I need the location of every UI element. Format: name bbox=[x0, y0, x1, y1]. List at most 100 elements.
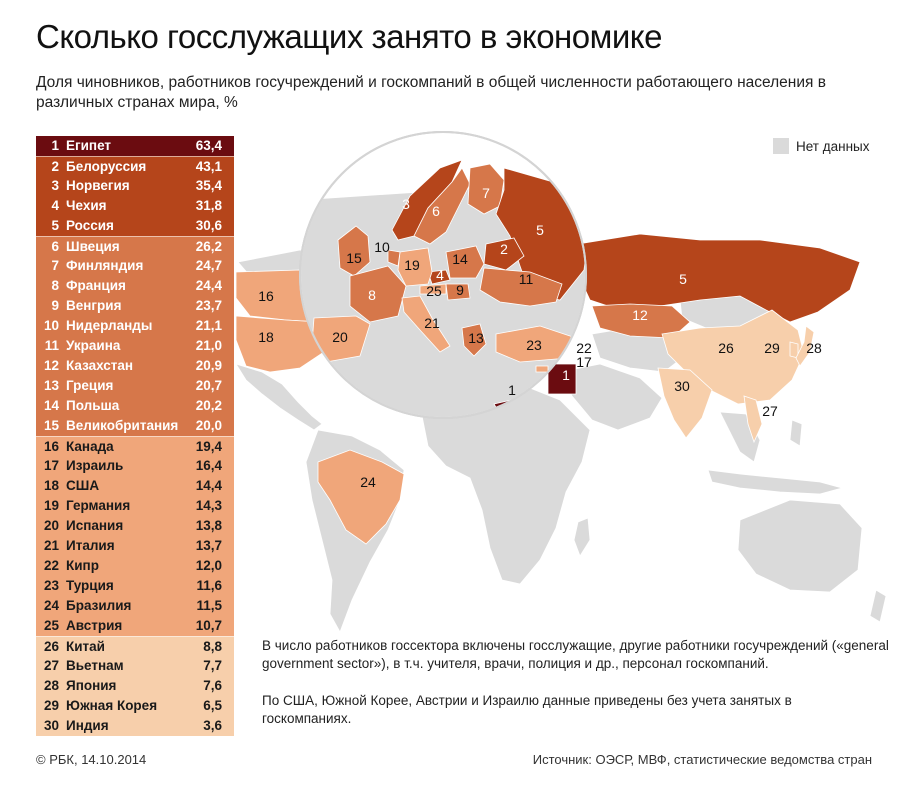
legend-no-data-swatch bbox=[773, 138, 789, 154]
map-rank-label: 3 bbox=[402, 196, 410, 212]
ranking-row: 26 Китай 8,8 bbox=[36, 636, 234, 656]
ranking-value: 21,0 bbox=[195, 338, 222, 353]
map-rank-label: 27 bbox=[762, 403, 778, 419]
ranking-value: 11,5 bbox=[196, 598, 222, 613]
ranking-row: 9 Венгрия 23,7 bbox=[36, 296, 234, 316]
ranking-value: 30,6 bbox=[195, 218, 222, 233]
ranking-rank: 26 bbox=[43, 639, 59, 654]
land-indonesia bbox=[707, 469, 844, 495]
ranking-row: 15 Великобритания 20,0 bbox=[36, 416, 234, 436]
ranking-value: 20,2 bbox=[195, 398, 222, 413]
map-rank-label: 16 bbox=[258, 288, 274, 304]
ranking-rank: 11 bbox=[44, 338, 59, 353]
ranking-row: 28 Япония 7,6 bbox=[36, 676, 234, 696]
europe-magnifier-ring bbox=[299, 131, 587, 419]
ranking-rank: 5 bbox=[51, 218, 59, 233]
ranking-country: Финляндия bbox=[66, 258, 144, 273]
ranking-row: 19 Германия 14,3 bbox=[36, 496, 234, 516]
ranking-value: 20,0 bbox=[195, 418, 222, 433]
ranking-country: Кипр bbox=[66, 558, 99, 573]
ranking-rank: 23 bbox=[43, 578, 59, 593]
ranking-country: Украина bbox=[66, 338, 121, 353]
map-rank-label: 7 bbox=[482, 185, 490, 201]
ranking-row: 2 Белоруссия 43,1 bbox=[36, 156, 234, 176]
ranking-country: Вьетнам bbox=[66, 658, 124, 673]
land-arabia bbox=[559, 363, 663, 431]
ranking-row: 4 Чехия 31,8 bbox=[36, 196, 234, 216]
ranking-row: 6 Швеция 26,2 bbox=[36, 236, 234, 256]
country-austria bbox=[419, 283, 447, 295]
ranking-row: 22 Кипр 12,0 bbox=[36, 556, 234, 576]
country-kazakhstan bbox=[591, 303, 691, 339]
ranking-rank: 16 bbox=[43, 439, 59, 454]
country-germany bbox=[397, 247, 433, 287]
ranking-rank: 7 bbox=[51, 258, 59, 273]
ranking-rank: 12 bbox=[43, 358, 59, 373]
ranking-value: 21,1 bbox=[195, 318, 222, 333]
country-czechia bbox=[427, 269, 451, 285]
ranking-row: 11 Украина 21,0 bbox=[36, 336, 234, 356]
ranking-value: 43,1 bbox=[195, 159, 222, 174]
ranking-country: Швеция bbox=[66, 239, 120, 254]
map-rank-label: 5 bbox=[679, 271, 687, 287]
ranking-rank: 17 bbox=[43, 458, 59, 473]
ranking-value: 20,9 bbox=[195, 358, 222, 373]
ranking-value: 16,4 bbox=[195, 458, 222, 473]
ranking-value: 12,0 bbox=[195, 558, 222, 573]
map-rank-label: 12 bbox=[632, 307, 648, 323]
ranking-rank: 14 bbox=[43, 398, 59, 413]
note-definition: В число работников госсектора включены г… bbox=[262, 638, 889, 671]
map-rank-label: 18 bbox=[258, 329, 274, 345]
ranking-rank: 15 bbox=[43, 418, 59, 433]
ranking-row: 3 Норвегия 35,4 bbox=[36, 176, 234, 196]
ranking-row: 17 Израиль 16,4 bbox=[36, 456, 234, 476]
ranking-row: 25 Австрия 10,7 bbox=[36, 616, 234, 636]
ranking-country: Россия bbox=[66, 218, 114, 233]
map-rank-label: 24 bbox=[360, 474, 376, 490]
chart-title: Сколько госслужащих занято в экономике bbox=[36, 18, 662, 55]
country-poland bbox=[445, 245, 485, 279]
ranking-value: 14,4 bbox=[195, 478, 222, 493]
ranking-country: Испания bbox=[66, 518, 124, 533]
ranking-row: 7 Финляндия 24,7 bbox=[36, 256, 234, 276]
land-africa bbox=[421, 377, 591, 585]
map-countries-outer bbox=[235, 233, 861, 545]
ranking-country: Италия bbox=[66, 538, 115, 553]
land-australia bbox=[737, 499, 863, 593]
map-rank-label: 23 bbox=[526, 337, 542, 353]
ranking-table: 1 Египет 63,4 2 Белоруссия 43,1 3 Норвегия 35,4 4… bbox=[36, 136, 234, 736]
ranking-value: 14,3 bbox=[195, 498, 222, 513]
chart-subtitle: Доля чиновников, работников госучреждени… bbox=[36, 74, 826, 111]
ranking-country: Австрия bbox=[66, 618, 123, 633]
country-netherlands bbox=[387, 249, 401, 267]
ranking-rank: 22 bbox=[43, 558, 59, 573]
country-uk bbox=[337, 225, 371, 277]
ranking-row: 10 Нидерланды 21,1 bbox=[36, 316, 234, 336]
ranking-row: 29 Южная Корея 6,5 bbox=[36, 696, 234, 716]
footer-copyright: © РБК, 14.10.2014 bbox=[36, 752, 147, 767]
ranking-country: Турция bbox=[66, 578, 114, 593]
map-rank-label: 30 bbox=[674, 378, 690, 394]
map-rank-label: 1 bbox=[562, 367, 570, 383]
map-rank-label: 25 bbox=[426, 283, 442, 299]
map-rank-label: 28 bbox=[806, 340, 822, 356]
country-greece bbox=[461, 323, 487, 357]
ranking-row: 14 Польша 20,2 bbox=[36, 396, 234, 416]
map-rank-label: 29 bbox=[764, 340, 780, 356]
ranking-row: 1 Египет 63,4 bbox=[36, 136, 234, 156]
map-rank-label: 15 bbox=[346, 250, 362, 266]
ranking-rank: 10 bbox=[43, 318, 59, 333]
ranking-country: Белоруссия bbox=[66, 159, 147, 174]
ranking-value: 24,7 bbox=[195, 258, 222, 273]
ranking-country: Чехия bbox=[66, 198, 107, 213]
ranking-country: Франция bbox=[66, 278, 126, 293]
ranking-country: Южная Корея bbox=[66, 698, 158, 713]
ranking-value: 8,8 bbox=[203, 639, 222, 654]
note-exclusions: По США, Южной Корее, Австрии и Израилю д… bbox=[262, 693, 792, 726]
map-rank-label: 4 bbox=[436, 267, 444, 283]
ranking-country: Египет bbox=[66, 138, 112, 153]
ranking-rank: 25 bbox=[43, 618, 59, 633]
country-japan bbox=[795, 325, 815, 367]
ranking-value: 13,7 bbox=[195, 538, 222, 553]
